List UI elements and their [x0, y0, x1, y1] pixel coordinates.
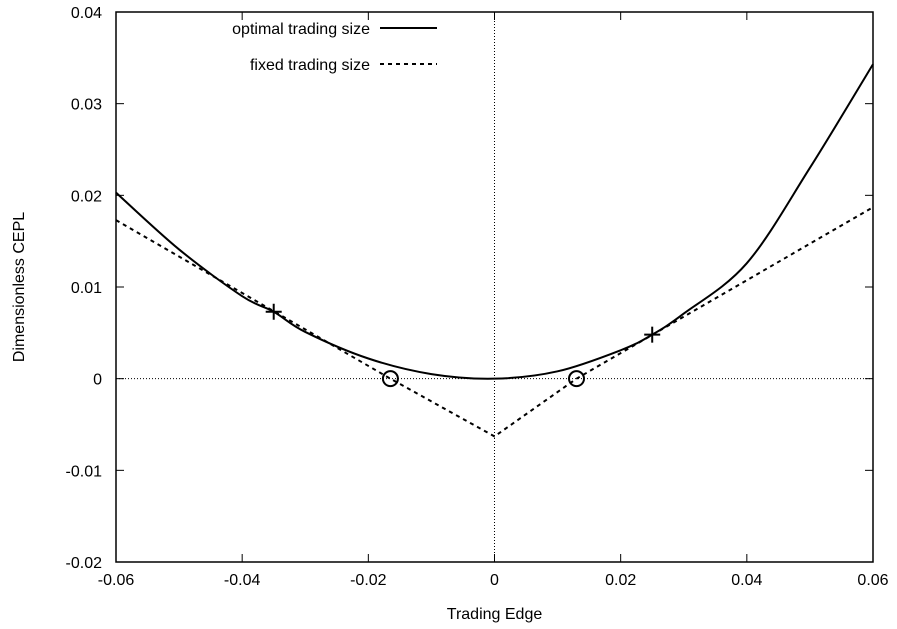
legend: optimal trading size fixed trading size — [232, 21, 437, 74]
y-tick-label: 0.01 — [71, 280, 102, 297]
tick-layer: -0.06 -0.04 -0.02 0 0.02 0.04 0.06 -0.02 -0.01 0 0… — [66, 5, 889, 589]
legend-label-optimal: optimal trading size — [232, 21, 370, 38]
y-tick-label: -0.01 — [66, 463, 103, 480]
circle-marker — [381, 370, 399, 388]
x-tick-label: 0.04 — [731, 572, 762, 589]
y-axis-title: Dimensionless CEPL — [11, 212, 28, 362]
x-tick-label: -0.06 — [98, 572, 135, 589]
plus-marker — [644, 326, 661, 343]
series-line-1 — [115, 206, 874, 438]
legend-label-fixed: fixed trading size — [250, 57, 370, 74]
x-tick-label: -0.02 — [350, 572, 387, 589]
marker-layer — [265, 303, 661, 388]
x-tick-label: 0 — [490, 572, 499, 589]
y-tick-label: 0.02 — [71, 188, 102, 205]
x-tick-label: 0.06 — [857, 572, 888, 589]
circle-marker — [568, 370, 586, 388]
series-line-0 — [115, 63, 874, 380]
y-tick-label: -0.02 — [66, 555, 103, 572]
y-tick-label: 0.04 — [71, 5, 102, 22]
series-layer — [115, 63, 874, 438]
x-axis-title: Trading Edge — [447, 606, 543, 623]
y-tick-label: 0 — [93, 372, 102, 389]
x-tick-label: 0.02 — [605, 572, 636, 589]
x-tick-label: -0.04 — [224, 572, 261, 589]
y-tick-label: 0.03 — [71, 97, 102, 114]
plus-marker — [265, 303, 282, 320]
